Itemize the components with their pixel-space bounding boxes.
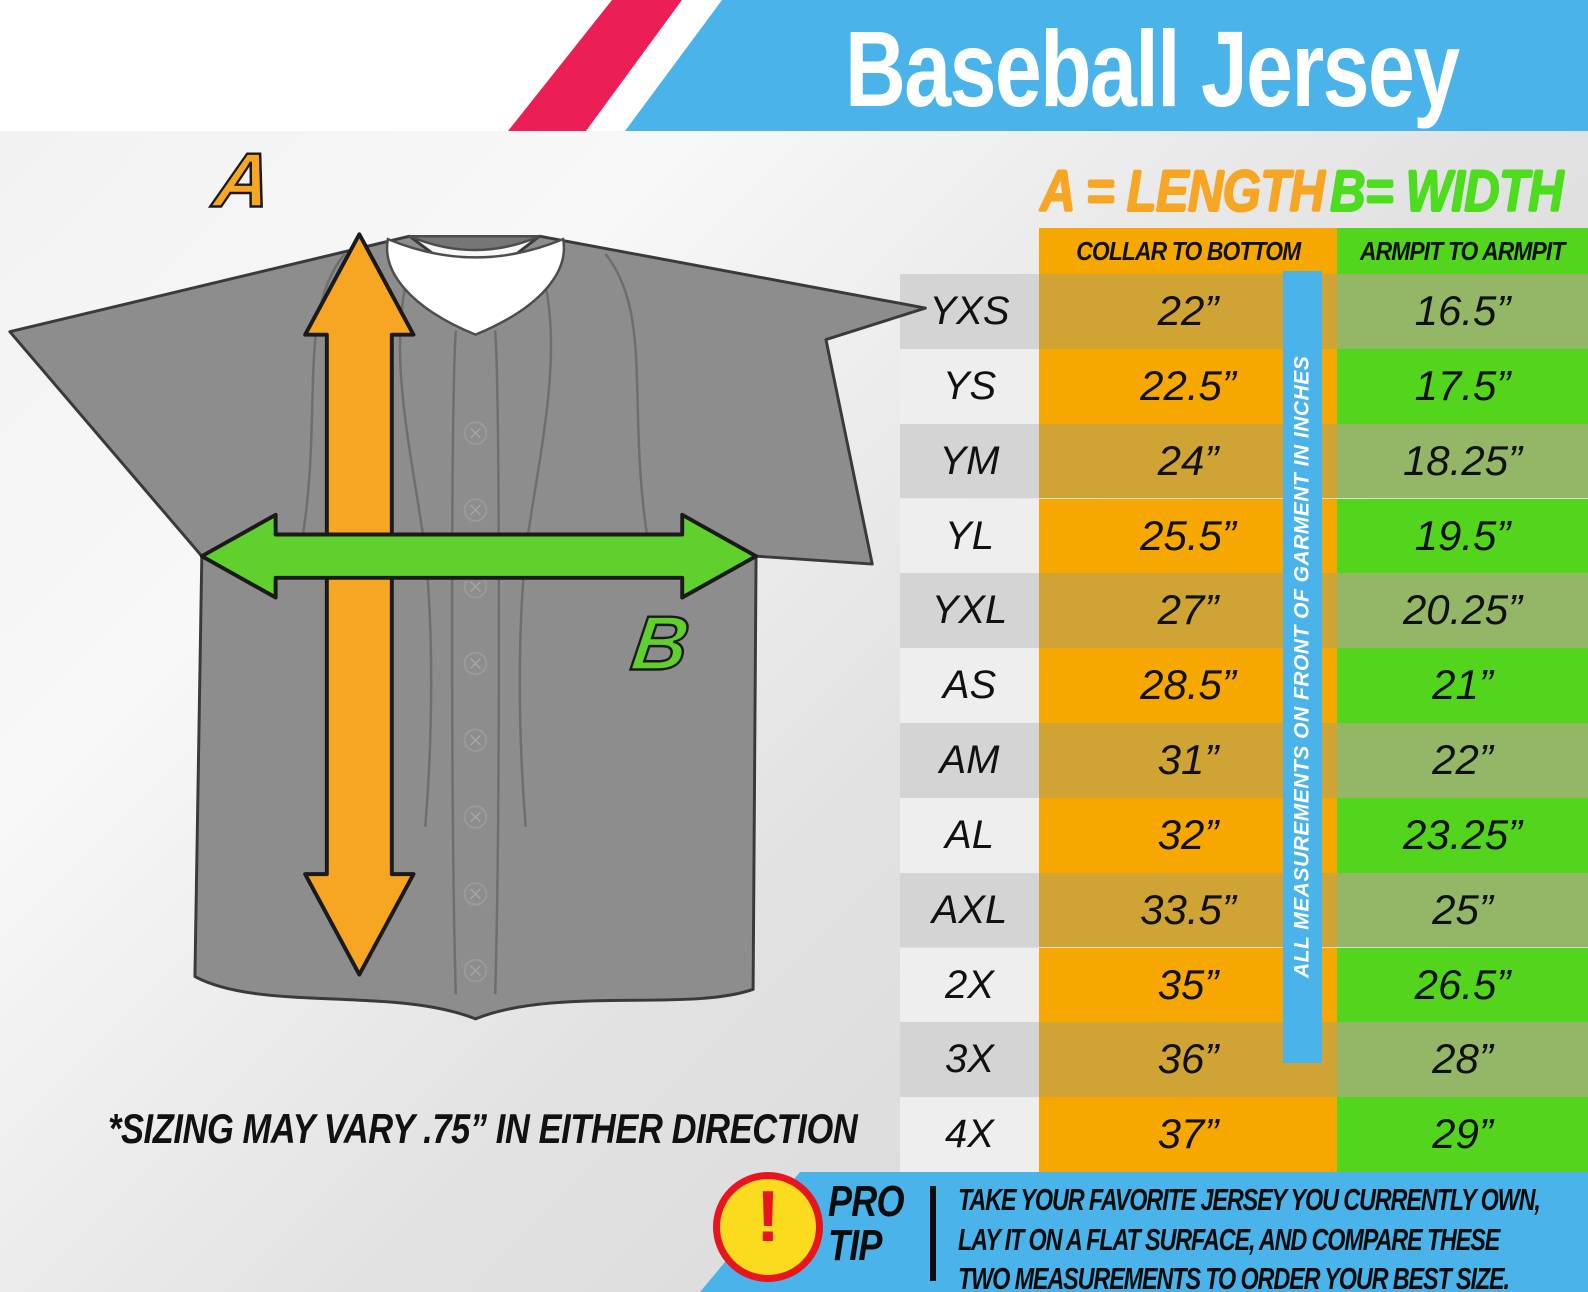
svg-text:A: A	[207, 138, 276, 224]
